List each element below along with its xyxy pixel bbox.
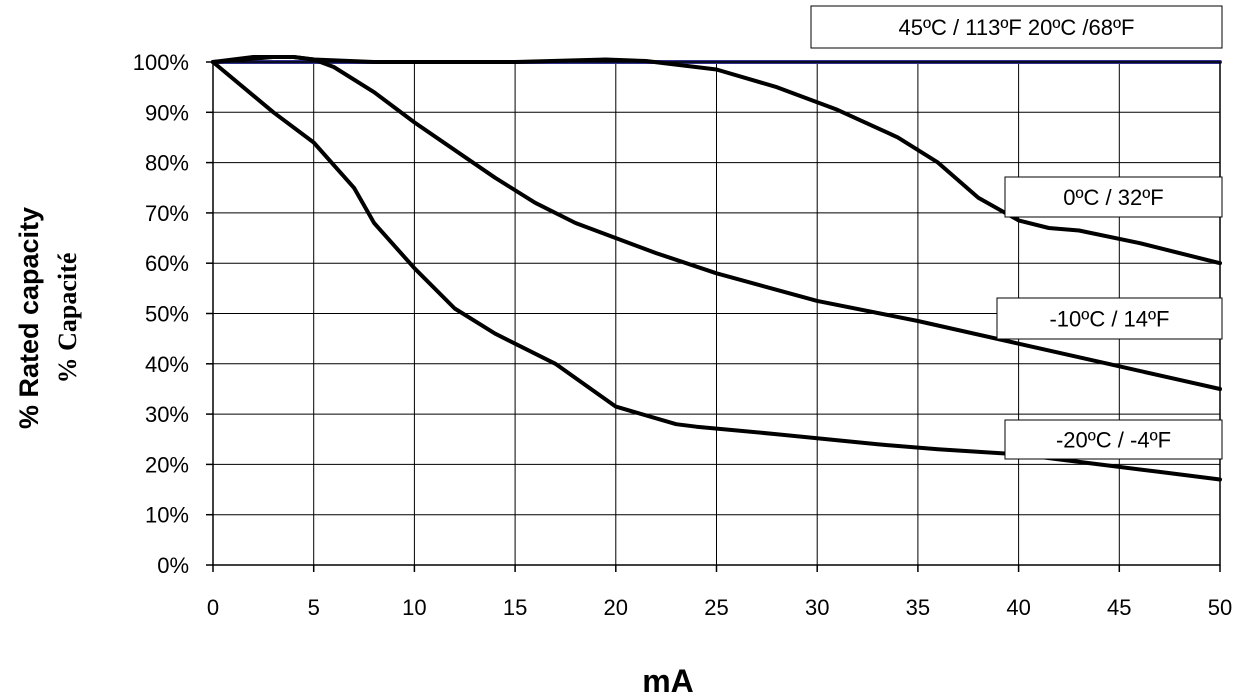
- y-tick-label: 10%: [145, 503, 189, 528]
- series-annotation-box: -20ºC / -4ºF: [1004, 419, 1223, 460]
- series-annotation-box: 0ºC / 32ºF: [1004, 176, 1223, 218]
- annotation-frame: [996, 297, 1223, 340]
- x-tick-label: 45: [1107, 595, 1131, 620]
- x-tick-label: 50: [1208, 595, 1232, 620]
- y-tick-label: 0%: [157, 553, 189, 578]
- annotation-label: 0ºC / 32ºF: [1063, 185, 1163, 210]
- x-tick-label: 20: [604, 595, 628, 620]
- series-annotations: 45ºC / 113ºF 20ºC /68ºF 0ºC / 32ºF -10ºC /…: [810, 5, 1223, 460]
- y-tick-label: 20%: [145, 452, 189, 477]
- y-tick-label: 50%: [145, 302, 189, 327]
- y-tick-label: 100%: [133, 50, 189, 75]
- y-tick-label: 60%: [145, 251, 189, 276]
- tick-labels: 0 5 10 15 20 25 30 35 40 45 50 0% 10% 20% 30% 40% 50% 60%…: [133, 50, 1233, 620]
- x-tick-label: 15: [503, 595, 527, 620]
- annotation-label: -20ºC / -4ºF: [1056, 428, 1171, 453]
- y-axis-title: % Rated capacity % Capacité: [14, 207, 82, 429]
- y-axis-label-secondary: % Capacité: [53, 253, 82, 384]
- series-annotation-box: 45ºC / 113ºF 20ºC /68ºF: [810, 5, 1223, 49]
- annotation-label: 45ºC / 113ºF 20ºC /68ºF: [899, 15, 1135, 40]
- x-tick-label: 10: [402, 595, 426, 620]
- y-tick-label: 30%: [145, 402, 189, 427]
- x-tick-label: 25: [704, 595, 728, 620]
- annotation-frame: [1004, 176, 1223, 218]
- y-tick-label: 80%: [145, 151, 189, 176]
- x-tick-label: 5: [308, 595, 320, 620]
- annotation-frame: [810, 5, 1223, 49]
- annotation-frame: [1004, 419, 1223, 460]
- annotation-label: -10ºC / 14ºF: [1049, 307, 1169, 332]
- x-tick-label: 0: [207, 595, 219, 620]
- x-tick-label: 40: [1006, 595, 1030, 620]
- x-tick-label: 30: [805, 595, 829, 620]
- y-tick-label: 70%: [145, 201, 189, 226]
- series-annotation-box: -10ºC / 14ºF: [996, 297, 1223, 340]
- y-axis-label: % Rated capacity: [14, 207, 44, 429]
- y-tick-label: 90%: [145, 100, 189, 125]
- x-axis-label: mA: [642, 663, 694, 697]
- series-line-2: [211, 55, 1222, 391]
- y-tick-label: 40%: [145, 352, 189, 377]
- x-tick-label: 35: [906, 595, 930, 620]
